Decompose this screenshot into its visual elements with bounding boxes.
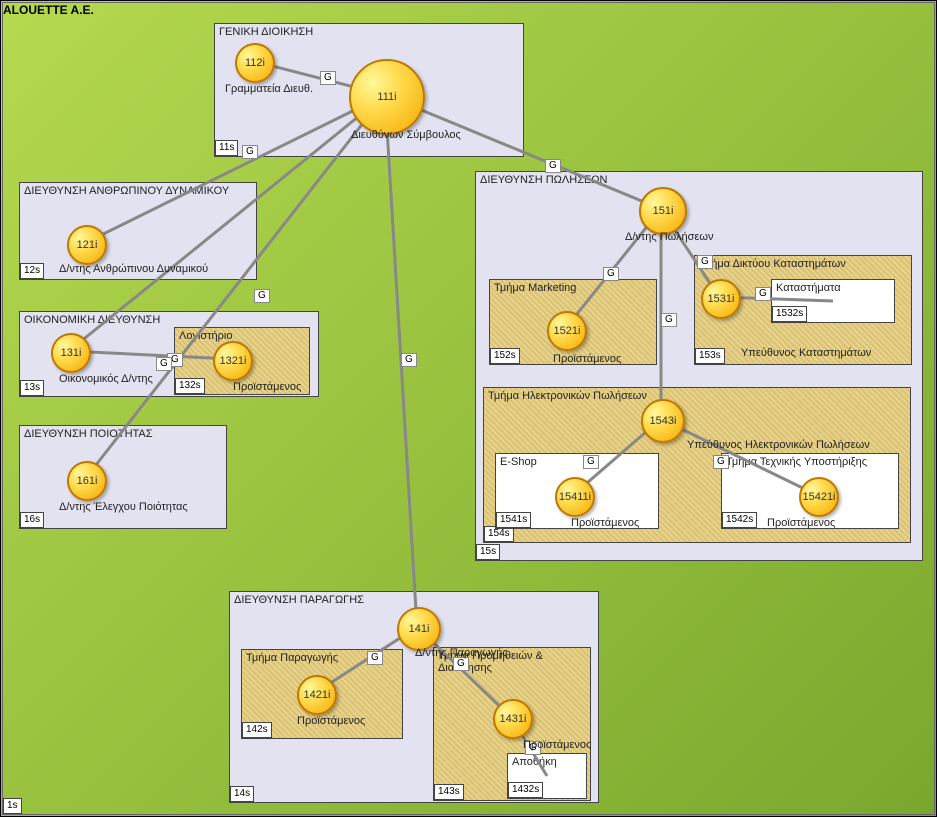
box-tag: 132s [175, 378, 205, 394]
box-title: Τμήμα Τεχνικής Υποστήριξης [726, 456, 867, 468]
node-n1421[interactable]: 1421i [297, 675, 337, 715]
box-tag: 1541s [496, 512, 531, 528]
box-tag: 153s [695, 348, 725, 364]
node-label: Δ/ντης Έλεγχου Ποιότητας [59, 501, 188, 513]
box-tag: 143s [434, 784, 464, 800]
node-n1321[interactable]: 1321i [213, 341, 253, 381]
box-title: Αποθήκη [512, 756, 557, 768]
box-tag: 16s [20, 512, 44, 528]
node-label: Υπεύθυνος Καταστημάτων [741, 347, 871, 359]
node-n15421[interactable]: 15421i [799, 477, 839, 517]
node-label: Διευθύνων Σύμβουλος [351, 129, 461, 141]
edge-label: G [697, 255, 713, 269]
box-title: ΓΕΝΙΚΗ ΔΙΟΙΚΗΣΗ [219, 26, 313, 38]
edge-label: G [242, 145, 258, 159]
box-tag: 12s [20, 263, 44, 279]
box-title: Τμήμα Ηλεκτρονικών Πωλήσεων [488, 390, 647, 402]
box-title: Τμήμα Marketing [494, 282, 576, 294]
node-label: Προϊστάμενος [767, 517, 835, 529]
box-tag: 152s [490, 348, 520, 364]
node-n112[interactable]: 112i [235, 43, 275, 83]
node-label: Προϊστάμενος [233, 381, 301, 393]
node-n1431[interactable]: 1431i [493, 699, 533, 739]
box-title: ΔΙΕΥΘΥΝΣΗ ΠΑΡΑΓΩΓΗΣ [234, 594, 364, 606]
edge-label: G [367, 651, 383, 665]
edge-label: G [583, 455, 599, 469]
canvas-title: ALOUETTE A.E. [3, 3, 94, 17]
edge-label: G [453, 657, 469, 671]
box-title: Καταστήματα [776, 282, 841, 294]
box-tag: 14s [230, 786, 254, 802]
box-b16[interactable]: ΔΙΕΥΘΥΝΣΗ ΠΟΙΟΤΗΤΑΣ 16s [19, 425, 227, 529]
box-title: Λογιστήριο [179, 330, 232, 342]
node-n1543[interactable]: 1543i [641, 399, 685, 443]
box-title: Τμήμα Παραγωγής [246, 652, 338, 664]
box-title: ΔΙΕΥΘΥΝΣΗ ΑΝΘΡΩΠΙΝΟΥ ΔΥΝΑΜΙΚΟΥ [24, 185, 229, 197]
box-tag: 1532s [772, 306, 807, 322]
edge-label: G [661, 313, 677, 327]
node-n15411[interactable]: 15411i [555, 477, 595, 517]
node-label: Γραμματεία Διευθ. [225, 83, 313, 95]
node-label: Υπεύθυνος Ηλεκτρονικών Πωλήσεων [687, 439, 870, 451]
node-label: Δ/ντης Παραγωγής [415, 647, 508, 659]
box-tag: 13s [20, 380, 44, 396]
node-label: Προϊστάμενος [523, 739, 591, 751]
box-b1432[interactable]: Αποθήκη 1432s [507, 753, 587, 799]
box-title: ΟΙΚΟΝΟΜΙΚΗ ΔΙΕΥΘΥΝΣΗ [24, 314, 160, 326]
edge-label: G [755, 287, 771, 301]
node-label: Οικονομικός Δ/ντης [59, 373, 153, 385]
edge-label: G [320, 71, 336, 85]
box-title: ΔΙΕΥΘΥΝΣΗ ΠΟΙΟΤΗΤΑΣ [24, 428, 153, 440]
edge-label: G [713, 455, 729, 469]
box-tag: 1432s [508, 782, 543, 798]
root-tag: 1s [3, 798, 22, 814]
box-tag: 15s [476, 544, 500, 560]
node-n111[interactable]: 111i [349, 59, 425, 135]
box-b1532[interactable]: Καταστήματα 1532s [771, 279, 895, 323]
node-n121[interactable]: 121i [67, 225, 107, 265]
box-tag: 11s [215, 140, 238, 156]
box-tag: 1542s [722, 512, 757, 528]
box-title: E-Shop [500, 456, 537, 468]
node-n1521[interactable]: 1521i [547, 311, 587, 351]
box-title: ΔΙΕΥΘΥΝΣΗ ΠΩΛΗΣΕΩΝ [480, 174, 608, 186]
node-label: Δ/ντης Πωλήσεων [625, 231, 713, 243]
diagram-canvas: ALOUETTE A.E. 1s ΓΕΝΙΚΗ ΔΙΟΙΚΗΣΗ 11s ΔΙΕΥΘ… [0, 0, 937, 817]
edge-label: G [545, 159, 561, 173]
edge-label: G [401, 353, 417, 367]
node-label: Προϊστάμενος [297, 715, 365, 727]
node-n141[interactable]: 141i [397, 607, 441, 651]
node-label: Προϊστάμενος [571, 517, 639, 529]
node-n131[interactable]: 131i [51, 333, 91, 373]
edge-label: G [156, 357, 172, 371]
node-n151[interactable]: 151i [639, 187, 687, 235]
node-label: Δ/ντης Ανθρώπινου Δυναμικού [59, 263, 208, 275]
node-label: Προϊστάμενος [553, 353, 621, 365]
box-tag: 142s [242, 722, 272, 738]
node-n1531[interactable]: 1531i [701, 279, 741, 319]
edge-label: G [603, 267, 619, 281]
edge-label: G [254, 289, 270, 303]
box-title: Τμήμα Δικτύου Καταστημάτων [699, 258, 846, 270]
node-n161[interactable]: 161i [67, 461, 107, 501]
